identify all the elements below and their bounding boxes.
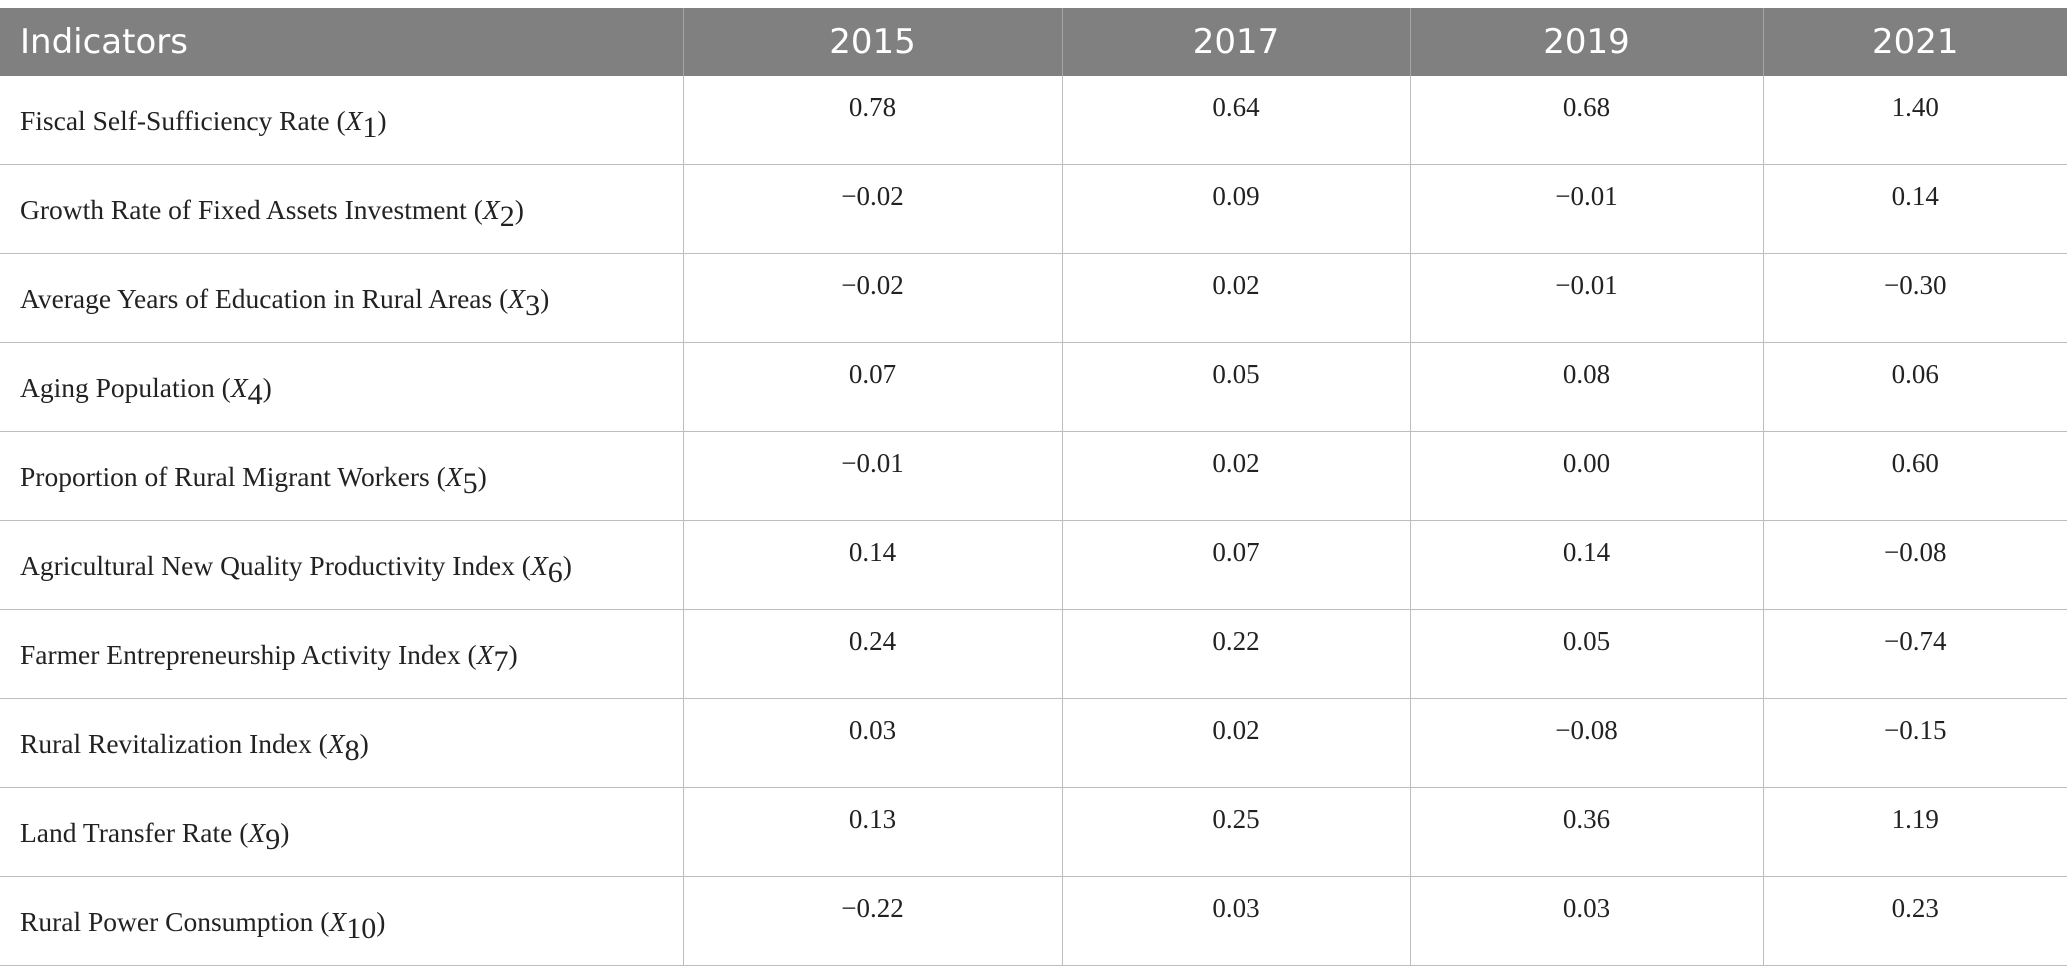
indicator-label: Aging Population (20, 372, 215, 403)
value-cell: 0.24 (682, 609, 1063, 699)
value-cell: −0.01 (682, 431, 1063, 521)
value-cell: 0.13 (682, 787, 1063, 877)
value-cell: 0.14 (682, 520, 1063, 610)
indicator-label: Farmer Entrepreneurship Activity Index (20, 639, 461, 670)
value-cell: 0.05 (1061, 342, 1411, 432)
indicator-label: Agricultural New Quality Productivity In… (20, 550, 515, 581)
variable-symbol: X (329, 906, 347, 937)
variable-subscript: 6 (547, 556, 563, 589)
value-cell: 0.05 (1409, 609, 1764, 699)
value-cell: −0.08 (1762, 520, 2067, 610)
value-cell: 1.40 (1762, 76, 2067, 165)
header-year: 2019 (1409, 8, 1763, 76)
indicator-cell: Rural Power Consumption (X10) (0, 876, 684, 966)
value-cell: 0.78 (682, 76, 1063, 165)
value-cell: −0.02 (682, 164, 1063, 254)
table-row: Growth Rate of Fixed Assets Investment (… (0, 164, 2067, 254)
value-cell: −0.02 (682, 253, 1063, 343)
indicators-table-container: Indicators 2015 2017 2019 2021 Fiscal Se… (0, 8, 2067, 966)
variable-symbol: X (230, 372, 248, 403)
value-cell: 0.64 (1061, 76, 1411, 165)
value-cell: 0.36 (1409, 787, 1764, 877)
table-row: Land Transfer Rate (X9) 0.13 0.25 0.36 1.19 (0, 787, 2067, 877)
indicator-label: Fiscal Self-Sufficiency Rate (20, 105, 330, 136)
variable-subscript: 8 (344, 734, 360, 767)
table-row: Rural Revitalization Index (X8) 0.03 0.02−… (0, 698, 2067, 788)
indicator-cell: Agricultural New Quality Productivity In… (0, 520, 684, 610)
value-cell: 0.00 (1409, 431, 1764, 521)
indicator-cell: Aging Population (X4) (0, 342, 684, 432)
table-body: Fiscal Self-Sufficiency Rate (X1) 0.78 0.6… (0, 76, 2067, 966)
indicator-cell: Fiscal Self-Sufficiency Rate (X1) (0, 76, 684, 165)
value-cell: 0.02 (1061, 431, 1411, 521)
variable-subscript: 2 (499, 200, 515, 233)
value-cell: −0.22 (682, 876, 1063, 966)
value-cell: 0.25 (1061, 787, 1411, 877)
table-row: Aging Population (X4) 0.07 0.05 0.08 0.06 (0, 342, 2067, 432)
value-cell: 0.03 (1409, 876, 1764, 966)
indicator-cell: Growth Rate of Fixed Assets Investment (… (0, 164, 684, 254)
indicator-label: Proportion of Rural Migrant Workers (20, 461, 430, 492)
table-row: Proportion of Rural Migrant Workers (X5)… (0, 431, 2067, 521)
value-cell: 0.07 (1061, 520, 1411, 610)
variable-subscript: 1 (362, 111, 378, 144)
variable-symbol: X (327, 728, 345, 759)
table-row: Farmer Entrepreneurship Activity Index (… (0, 609, 2067, 699)
value-cell: 0.14 (1762, 164, 2067, 254)
value-cell: 0.06 (1762, 342, 2067, 432)
indicator-label: Rural Revitalization Index (20, 728, 312, 759)
variable-symbol: X (445, 461, 463, 492)
variable-symbol: X (248, 817, 266, 848)
variable-symbol: X (508, 283, 526, 314)
variable-symbol: X (482, 194, 500, 225)
value-cell: 0.02 (1061, 698, 1411, 788)
table-header: Indicators 2015 2017 2019 2021 (0, 8, 2067, 76)
table-row: Fiscal Self-Sufficiency Rate (X1) 0.78 0.6… (0, 76, 2067, 165)
variable-symbol: X (476, 639, 494, 670)
value-cell: 0.60 (1762, 431, 2067, 521)
value-cell: 0.23 (1762, 876, 2067, 966)
variable-subscript: 3 (525, 289, 541, 322)
variable-subscript: 4 (247, 378, 263, 411)
header-year: 2017 (1061, 8, 1410, 76)
variable-symbol: X (345, 105, 363, 136)
indicator-label: Growth Rate of Fixed Assets Investment (20, 194, 467, 225)
value-cell: −0.15 (1762, 698, 2067, 788)
value-cell: 0.14 (1409, 520, 1764, 610)
indicator-cell: Proportion of Rural Migrant Workers (X5) (0, 431, 684, 521)
value-cell: 0.09 (1061, 164, 1411, 254)
variable-subscript: 5 (462, 467, 478, 500)
value-cell: −0.08 (1409, 698, 1764, 788)
table-row: Agricultural New Quality Productivity In… (0, 520, 2067, 610)
value-cell: 0.08 (1409, 342, 1764, 432)
header-indicators: Indicators (0, 8, 683, 76)
header-year: 2015 (682, 8, 1062, 76)
variable-subscript: 10 (346, 912, 377, 945)
indicator-cell: Farmer Entrepreneurship Activity Index (… (0, 609, 684, 699)
value-cell: 0.02 (1061, 253, 1411, 343)
variable-symbol: X (530, 550, 548, 581)
value-cell: −0.01 (1409, 253, 1764, 343)
value-cell: 0.03 (682, 698, 1063, 788)
indicator-cell: Average Years of Education in Rural Area… (0, 253, 684, 343)
indicator-cell: Land Transfer Rate (X9) (0, 787, 684, 877)
table-row: Average Years of Education in Rural Area… (0, 253, 2067, 343)
header-year: 2021 (1762, 8, 2067, 76)
variable-subscript: 7 (493, 645, 509, 678)
indicator-label: Rural Power Consumption (20, 906, 314, 937)
indicator-cell: Rural Revitalization Index (X8) (0, 698, 684, 788)
value-cell: −0.30 (1762, 253, 2067, 343)
indicators-table: Indicators 2015 2017 2019 2021 Fiscal Se… (0, 8, 2067, 966)
value-cell: 1.19 (1762, 787, 2067, 877)
variable-subscript: 9 (265, 823, 281, 856)
indicator-label: Land Transfer Rate (20, 817, 233, 848)
value-cell: 0.03 (1061, 876, 1411, 966)
value-cell: −0.74 (1762, 609, 2067, 699)
table-row: Rural Power Consumption (X10) −0.22 0.03 0.… (0, 876, 2067, 966)
value-cell: 0.22 (1061, 609, 1411, 699)
value-cell: −0.01 (1409, 164, 1764, 254)
value-cell: 0.68 (1409, 76, 1764, 165)
value-cell: 0.07 (682, 342, 1063, 432)
indicator-label: Average Years of Education in Rural Area… (20, 283, 493, 314)
